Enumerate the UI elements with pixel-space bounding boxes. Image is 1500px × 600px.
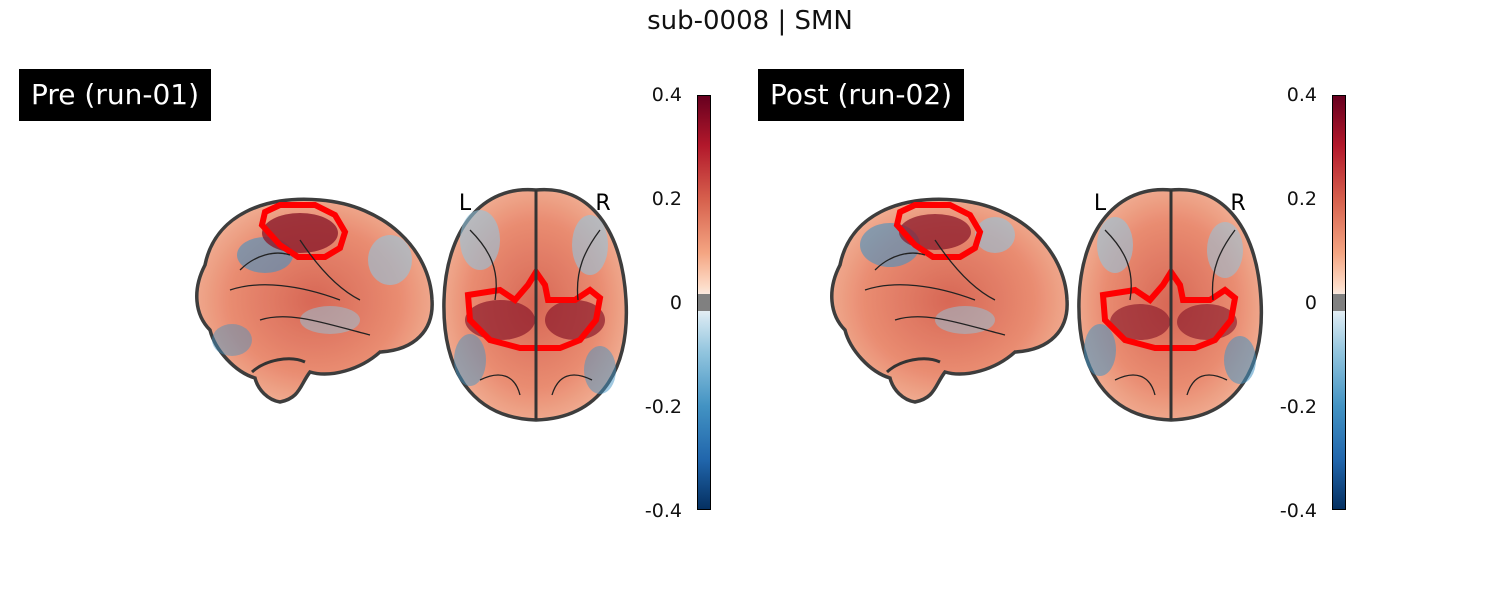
post-right-orientation: R: [1230, 191, 1245, 216]
figure-title: sub-0008 | SMN: [647, 6, 853, 36]
pre-tick: -0.2: [644, 396, 682, 418]
pre-tick: 0: [669, 292, 682, 314]
post-tick: 0: [1304, 292, 1317, 314]
post-brain-views: L R: [830, 187, 1264, 422]
pre-panel: Pre (run-01): [19, 69, 711, 522]
post-tick: 0.4: [1286, 84, 1317, 106]
pre-left-orientation: L: [459, 191, 472, 216]
pre-axial-view: L R: [442, 187, 629, 422]
pre-tick: 0.4: [651, 84, 682, 106]
post-sagittal-view: [830, 197, 1069, 404]
pre-tick: 0.2: [651, 188, 682, 210]
pre-brain-views: L R: [195, 187, 629, 422]
pre-sagittal-view: [195, 197, 434, 404]
post-colorbar: [1332, 95, 1346, 510]
post-axial-view: L R: [1077, 187, 1264, 422]
post-panel: Post (run-02): [635, 0, 1385, 600]
pre-right-orientation: R: [595, 191, 610, 216]
pre-tick: -0.4: [644, 500, 682, 522]
post-label: Post (run-02): [758, 69, 965, 121]
pre-colorbar: [697, 95, 711, 510]
post-tick: -0.2: [1279, 396, 1317, 418]
post-left-orientation: L: [1094, 191, 1107, 216]
post-tick: -0.4: [1279, 500, 1317, 522]
post-tick: 0.2: [1286, 188, 1317, 210]
pre-label: Pre (run-01): [19, 69, 211, 121]
